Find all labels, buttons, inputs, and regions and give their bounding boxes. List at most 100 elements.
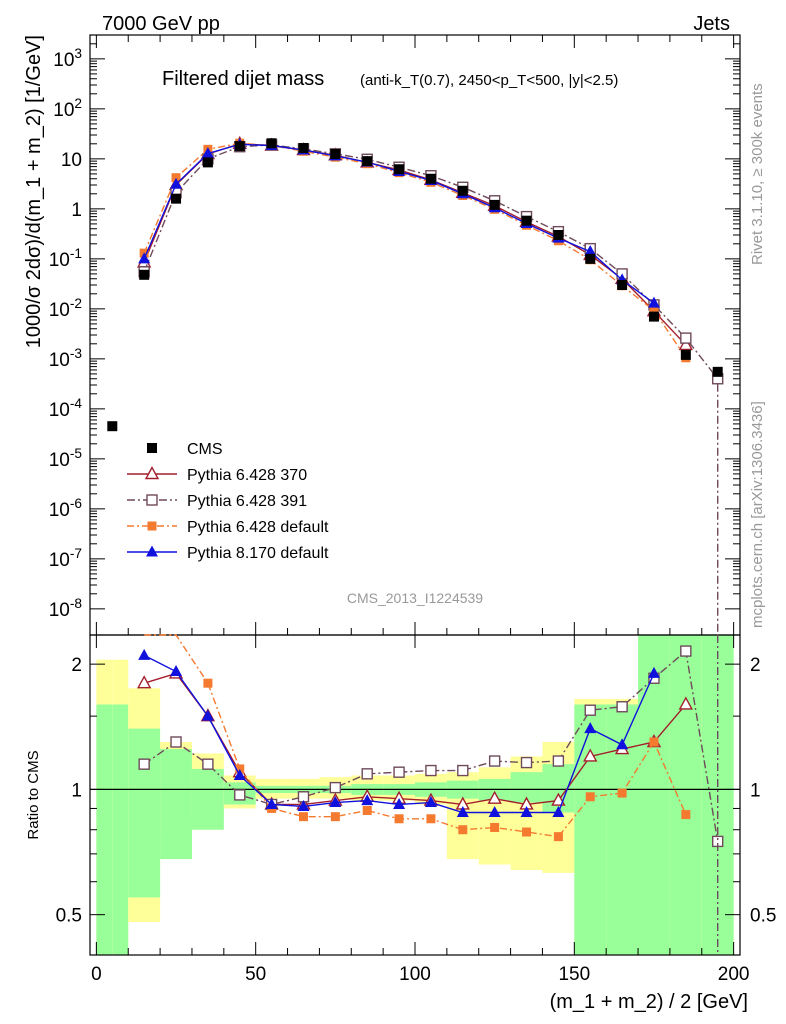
inner-band-bin — [160, 749, 192, 860]
cms-point — [617, 280, 628, 290]
ratio-point — [457, 764, 469, 777]
ratio-point — [583, 748, 598, 762]
chart-title: Filtered dijet mass — [162, 68, 324, 90]
chart-title-detail: (anti-k_T(0.7), 2450<p_T<500, |y|<2.5) — [360, 72, 618, 89]
x-axis-label: (m_1 + m_2) / 2 [GeV] — [550, 991, 748, 1013]
y-tick-label: 10 — [61, 150, 82, 171]
legend-label: Pythia 6.428 default — [187, 519, 329, 536]
series-point — [680, 332, 692, 344]
ratio-point — [136, 675, 152, 689]
ratio-point — [585, 792, 595, 802]
ratio-point — [426, 814, 436, 824]
ratio-line — [144, 634, 687, 838]
ratio-point — [138, 648, 151, 660]
legend-marker — [146, 545, 158, 557]
ratio-plot-marks — [136, 634, 724, 955]
ratio-point — [425, 764, 437, 777]
series-point — [649, 305, 659, 315]
ratio-point — [490, 822, 500, 832]
ratio-line — [143, 672, 687, 806]
ratio-point — [297, 799, 310, 811]
ratio-point — [298, 812, 308, 822]
header-right: Jets — [693, 13, 730, 35]
ratio-point — [362, 805, 372, 815]
series-point — [138, 252, 151, 264]
x-tick-label: 0 — [91, 964, 102, 985]
ratio-tick-label-left: 0.5 — [56, 906, 82, 927]
y-tick-label: 1 — [71, 200, 82, 221]
ratio-point — [424, 796, 437, 808]
ratio-point — [551, 792, 566, 806]
y-axis-label: 1000/σ 2dσ)/d(m_1 + m_2) [1/GeV] — [23, 35, 45, 348]
watermark: CMS_2013_I1224539 — [347, 590, 483, 606]
ratio-point — [393, 766, 405, 778]
main-plot-marks — [107, 135, 724, 635]
cms-point — [712, 366, 723, 377]
cms-point — [521, 215, 532, 226]
x-tick-label: 150 — [558, 964, 590, 985]
ratio-point — [361, 768, 373, 780]
cms-point — [394, 164, 405, 175]
ratio-point — [202, 758, 214, 770]
axes-and-ticks: 0 50 100 150 20010-810-710-610-510-410-310-2… — [49, 34, 776, 985]
ratio-point — [329, 781, 342, 794]
inner-band-bin — [191, 768, 224, 830]
ratio-point — [681, 810, 691, 820]
ratio-tick-label-right: 0.5 — [750, 906, 776, 927]
series-point — [171, 173, 181, 183]
ratio-y-axis-label: Ratio to CMS — [25, 750, 42, 839]
inner-band-bin — [638, 635, 670, 955]
ratio-point — [552, 806, 565, 818]
cms-point — [298, 142, 309, 153]
cms-point — [425, 173, 436, 184]
legend-label: Pythia 6.428 370 — [187, 467, 307, 484]
ratio-point — [522, 827, 532, 837]
series-point — [647, 296, 660, 308]
series-point — [678, 336, 694, 351]
ratio-point — [553, 832, 563, 842]
ratio-tick-label-left: 1 — [71, 780, 82, 801]
ratio-point — [616, 738, 629, 750]
side-label-top: Rivet 3.1.10, ≥ 300k events — [749, 83, 766, 265]
inner-band-bin — [128, 728, 161, 898]
ratio-point — [329, 796, 342, 808]
series-point — [170, 177, 183, 189]
ratio-point — [584, 722, 597, 734]
ratio-point — [393, 797, 406, 809]
series-point — [584, 245, 597, 257]
ratio-point — [488, 806, 501, 818]
ratio-tick-label-left: 2 — [71, 655, 82, 676]
legend-marker — [144, 466, 160, 480]
cms-point — [171, 193, 182, 204]
ratio-point — [678, 696, 694, 710]
ratio-point — [552, 755, 565, 767]
ratio-point — [617, 788, 627, 798]
x-tick-label: 100 — [399, 964, 431, 985]
cms-point — [585, 253, 596, 264]
series-point — [201, 146, 214, 158]
cms-point — [489, 199, 500, 210]
cms-point — [107, 421, 118, 432]
ratio-point — [458, 825, 468, 835]
cms-point — [553, 230, 564, 240]
cms-point — [330, 149, 341, 160]
cms-point — [234, 141, 245, 152]
ratio-point — [361, 794, 374, 806]
ratio-point — [520, 756, 533, 769]
ratio-point — [330, 812, 340, 822]
ratio-point — [234, 789, 246, 801]
x-tick-label: 50 — [245, 964, 266, 985]
ratio-point — [235, 764, 245, 774]
y-tick-label: 10-1 — [49, 246, 82, 271]
side-label-bottom: mcplots.cern.ch [arXiv:1306.3436] — [749, 401, 766, 628]
legend-label: Pythia 8.170 default — [187, 545, 329, 562]
ratio-point — [488, 755, 501, 767]
inner-band-bin — [96, 704, 113, 955]
ratio-point — [233, 769, 246, 781]
ratio-tick-label-right: 2 — [750, 655, 761, 676]
ratio-point — [520, 806, 533, 818]
cms-point — [680, 349, 691, 360]
ratio-point — [170, 736, 182, 748]
cms-point — [202, 157, 213, 168]
ratio-point — [394, 814, 404, 824]
